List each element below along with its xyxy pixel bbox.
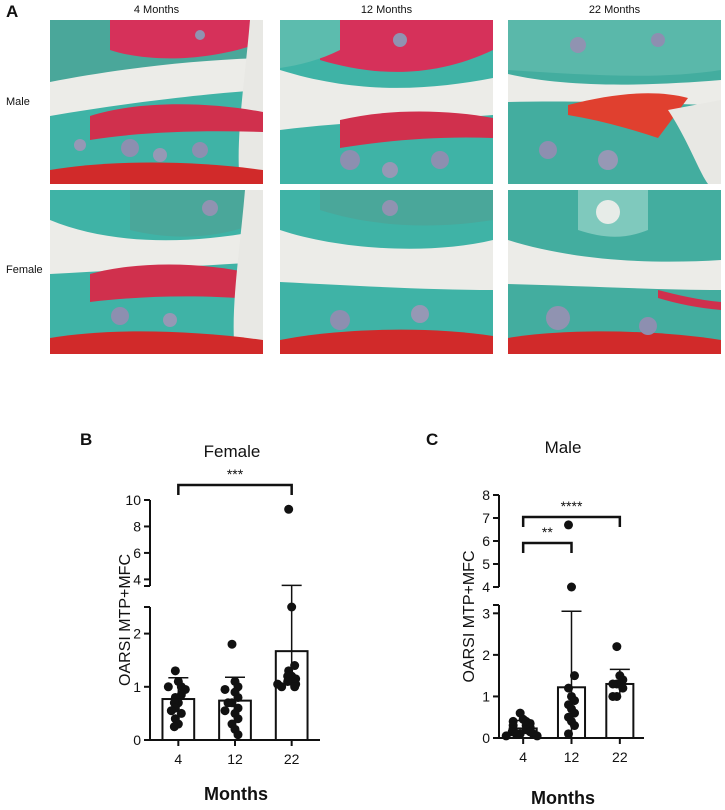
row-label-male: Male	[6, 96, 30, 108]
data-point	[618, 683, 628, 693]
micrograph-female-4-months	[50, 190, 263, 354]
x-tick-label: 12	[564, 749, 580, 765]
data-point	[163, 682, 173, 692]
y-tick-label: 8	[482, 487, 490, 503]
y-tick-label: 2	[482, 647, 490, 663]
data-point	[287, 602, 297, 612]
data-point	[233, 714, 243, 724]
panel-letter: B	[80, 430, 92, 449]
y-tick-label: 1	[133, 679, 141, 695]
y-tick-label: 8	[133, 518, 141, 534]
column-header-12-months: 12 Months	[360, 4, 413, 16]
micrograph-male-4-months	[50, 20, 263, 184]
column-header-4-months: 4 Months	[133, 4, 180, 16]
data-point	[284, 504, 294, 514]
column-header-22-months: 22 Months	[588, 4, 641, 16]
micrograph-female-22-months	[508, 190, 721, 354]
y-tick-label: 5	[482, 556, 490, 572]
micrograph-male-12-months	[280, 20, 493, 184]
data-point	[169, 722, 179, 732]
panel-a-letter: A	[6, 2, 19, 21]
y-tick-label: 10	[125, 492, 141, 508]
y-tick-label: 6	[133, 545, 141, 561]
data-point	[283, 676, 293, 686]
data-point	[227, 639, 237, 649]
data-point	[166, 706, 176, 716]
x-tick-label: 12	[227, 751, 243, 767]
significance-bracket	[521, 541, 573, 553]
x-tick-label: 22	[284, 751, 300, 767]
y-tick-label: 3	[482, 605, 490, 621]
data-point	[233, 730, 243, 740]
x-axis-label: Months	[204, 784, 268, 804]
y-axis-label: OARSI MTP+MFC	[461, 550, 478, 682]
data-point	[564, 520, 573, 530]
data-point	[570, 671, 579, 681]
data-point	[233, 692, 243, 702]
y-tick-label: 4	[482, 579, 490, 595]
y-tick-label: 7	[482, 510, 490, 526]
data-point	[220, 706, 230, 716]
significance-label: ***	[227, 466, 244, 482]
row-label-female: Female	[6, 264, 43, 276]
significance-bracket	[521, 515, 622, 527]
data-point	[564, 683, 573, 693]
x-axis-label: Months	[531, 788, 595, 808]
data-point	[567, 582, 576, 592]
y-tick-label: 6	[482, 533, 490, 549]
micrograph-female-12-months	[280, 190, 493, 354]
data-point	[290, 682, 300, 692]
data-point	[608, 691, 618, 701]
data-point	[532, 731, 542, 741]
y-tick-label: 0	[482, 730, 490, 746]
micrograph-male-22-months	[508, 20, 721, 184]
y-tick-label: 1	[482, 688, 490, 704]
panel-letter: C	[426, 430, 438, 449]
data-point	[501, 731, 511, 741]
y-tick-label: 4	[133, 571, 141, 587]
chart-title: Male	[545, 438, 582, 457]
data-point	[223, 698, 233, 708]
data-point	[277, 682, 287, 692]
chart-title: Female	[204, 442, 261, 461]
significance-bracket	[177, 483, 293, 495]
x-tick-label: 4	[174, 751, 182, 767]
y-axis-label: OARSI MTP+MFC	[117, 554, 134, 686]
data-point	[608, 679, 618, 689]
data-point	[290, 661, 300, 671]
y-tick-label: 0	[133, 732, 141, 748]
data-point	[564, 729, 573, 739]
data-point	[176, 708, 186, 718]
x-tick-label: 4	[519, 749, 527, 765]
data-point	[511, 729, 521, 739]
data-point	[220, 684, 230, 694]
significance-label: **	[542, 524, 553, 540]
x-tick-label: 22	[612, 749, 628, 765]
significance-label: ****	[561, 498, 583, 514]
data-point	[170, 666, 180, 676]
y-tick-label: 2	[133, 626, 141, 642]
data-point	[612, 642, 622, 652]
data-point	[570, 721, 579, 731]
